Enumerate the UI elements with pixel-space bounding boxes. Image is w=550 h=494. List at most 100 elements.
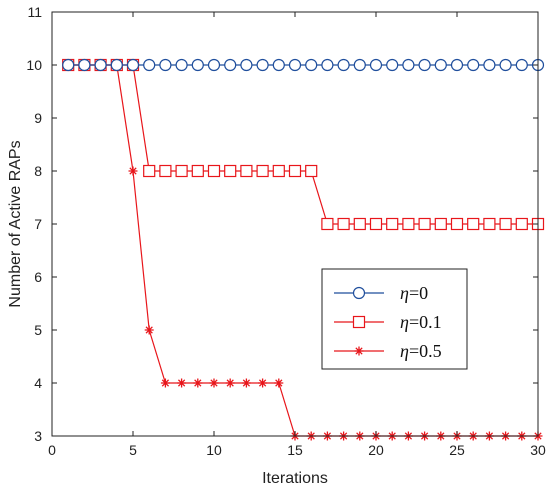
data-point xyxy=(274,378,284,388)
plot-area xyxy=(62,58,545,441)
data-point xyxy=(499,58,512,72)
data-point xyxy=(177,378,187,388)
data-point xyxy=(483,217,496,231)
data-point xyxy=(193,378,203,388)
data-point xyxy=(207,164,221,178)
data-point xyxy=(434,58,447,72)
data-point xyxy=(515,58,528,72)
legend-marker xyxy=(352,286,366,300)
legend-label: η=0.5 xyxy=(400,341,442,361)
x-tick-label: 0 xyxy=(48,442,56,458)
legend-label: η=0 xyxy=(400,283,428,303)
data-point xyxy=(337,58,350,72)
data-point xyxy=(62,58,75,72)
data-point xyxy=(337,217,350,231)
data-point xyxy=(369,58,383,72)
data-point xyxy=(159,58,172,72)
data-point xyxy=(225,378,235,388)
x-tick-label: 25 xyxy=(449,442,465,458)
y-tick-label: 5 xyxy=(34,322,42,338)
data-point xyxy=(386,217,399,231)
data-point xyxy=(467,217,480,231)
data-point xyxy=(144,325,154,335)
y-tick-label: 9 xyxy=(34,110,42,126)
data-point xyxy=(160,378,170,388)
legend-value: =0.5 xyxy=(409,341,442,361)
data-point xyxy=(321,58,334,72)
data-point xyxy=(209,378,219,388)
y-axis-title: Number of Active RAPs xyxy=(7,140,24,307)
x-tick-label: 5 xyxy=(129,442,137,458)
x-axis-title: Iterations xyxy=(262,470,328,487)
y-tick-label: 7 xyxy=(34,216,42,232)
y-tick-label: 6 xyxy=(34,269,42,285)
legend-entry: η=0.1 xyxy=(334,312,442,332)
data-point xyxy=(241,378,251,388)
legend-marker xyxy=(354,346,364,356)
series-line xyxy=(68,64,538,225)
y-tick-label: 3 xyxy=(34,428,42,444)
x-tick-label: 15 xyxy=(287,442,303,458)
y-tick-label: 10 xyxy=(26,57,42,73)
data-point xyxy=(240,164,253,178)
data-point xyxy=(258,378,268,388)
data-point xyxy=(128,166,138,176)
data-point xyxy=(402,58,415,72)
data-point xyxy=(450,217,464,231)
series-0 xyxy=(62,58,545,72)
data-point xyxy=(386,58,399,72)
data-point xyxy=(143,58,156,72)
data-point xyxy=(191,58,204,72)
data-point xyxy=(159,164,172,178)
data-point xyxy=(272,164,285,178)
x-tick-label: 10 xyxy=(206,442,222,458)
data-point xyxy=(272,58,285,72)
data-point xyxy=(78,58,91,72)
legend-entry: η=0.5 xyxy=(334,341,442,361)
data-point xyxy=(224,58,237,72)
series-1 xyxy=(62,58,545,231)
data-point xyxy=(467,58,480,72)
data-point xyxy=(126,58,140,72)
data-point xyxy=(321,217,334,231)
data-point xyxy=(256,164,269,178)
data-point xyxy=(353,217,366,231)
y-tick-label: 8 xyxy=(34,163,42,179)
data-point xyxy=(143,164,156,178)
data-point xyxy=(402,217,415,231)
data-point xyxy=(175,58,188,72)
data-point xyxy=(256,58,269,72)
data-point xyxy=(418,58,431,72)
data-point xyxy=(224,164,237,178)
legend-symbol: η xyxy=(400,312,409,332)
data-point xyxy=(110,58,123,72)
data-point xyxy=(418,217,431,231)
x-tick-label: 30 xyxy=(530,442,546,458)
y-tick-label: 11 xyxy=(27,4,42,20)
data-point xyxy=(483,58,496,72)
data-point xyxy=(175,164,188,178)
data-point xyxy=(288,58,302,72)
x-axis: 0 5 10 15 20 25 30 xyxy=(48,12,546,458)
y-axis: 3 4 5 6 7 8 9 10 11 xyxy=(26,4,538,444)
data-point xyxy=(207,58,221,72)
data-point xyxy=(305,164,318,178)
data-point xyxy=(94,58,107,72)
legend: η=0η=0.1η=0.5 xyxy=(321,268,468,370)
data-point xyxy=(353,58,366,72)
data-point xyxy=(240,58,253,72)
data-point xyxy=(305,58,318,72)
data-point xyxy=(434,217,447,231)
data-point xyxy=(191,164,204,178)
data-point xyxy=(515,217,528,231)
legend-symbol: η xyxy=(400,341,409,361)
data-point xyxy=(369,217,383,231)
data-point xyxy=(450,58,464,72)
legend-marker xyxy=(352,315,366,329)
data-point xyxy=(499,217,512,231)
legend-value: =0 xyxy=(409,283,428,303)
legend-value: =0.1 xyxy=(409,312,442,332)
legend-entry: η=0 xyxy=(334,283,428,303)
y-tick-label: 4 xyxy=(34,375,42,391)
